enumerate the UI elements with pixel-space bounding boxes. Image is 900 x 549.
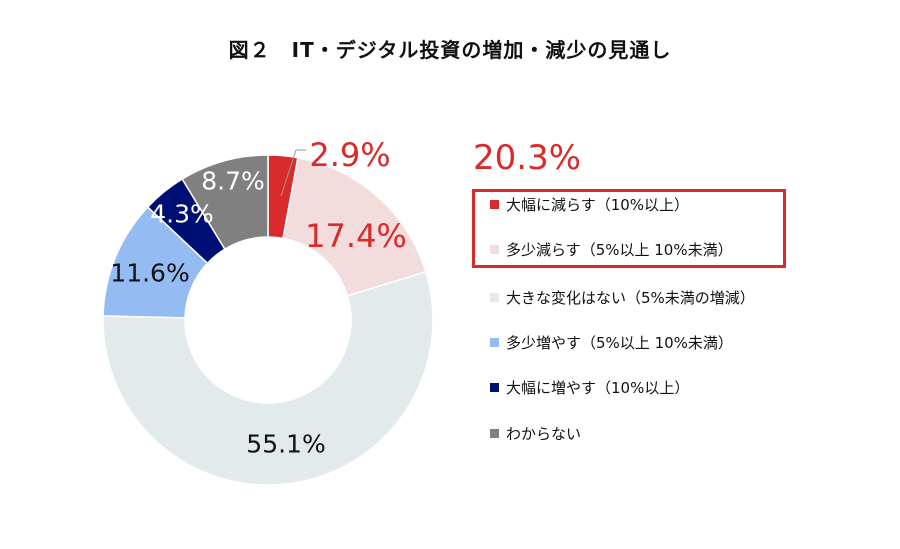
annotation-total: 20.3%	[472, 138, 582, 178]
donut-slice	[181, 154, 269, 251]
legend-label: 多少増やす（5%以上 10%未満）	[506, 334, 733, 352]
data-label: 4.3%	[150, 199, 214, 229]
data-label: 11.6%	[110, 258, 190, 288]
legend-label: 大幅に減らす（10%以上）	[506, 196, 690, 214]
legend-swatch	[490, 429, 499, 438]
legend-swatch	[490, 293, 499, 302]
legend-label: わからない	[506, 425, 582, 443]
donut-slice	[282, 156, 427, 297]
legend-item: 大幅に増やす（10%以上）	[490, 377, 689, 398]
legend-swatch	[490, 200, 499, 209]
data-label: 17.4%	[305, 217, 407, 255]
legend-swatch	[490, 338, 499, 347]
legend-item: 大幅に減らす（10%以上）	[490, 194, 689, 215]
legend-swatch	[490, 245, 499, 254]
legend-item: 多少増やす（5%以上 10%未満）	[490, 332, 733, 353]
highlight-box	[472, 189, 786, 268]
legend-swatch	[490, 383, 499, 392]
legend-label: 大幅に増やす（10%以上）	[506, 379, 690, 397]
legend-label: 多少減らす（5%以上 10%未満）	[506, 241, 733, 259]
legend-label: 大きな変化はない（5%未満の増減）	[506, 289, 755, 307]
legend-item: 大きな変化はない（5%未満の増減）	[490, 287, 755, 308]
data-label: 8.7%	[201, 166, 265, 196]
leader-line	[280, 149, 306, 197]
legend-item: わからない	[490, 423, 581, 444]
data-label: 2.9%	[309, 136, 391, 174]
chart-title: 図２ IT・デジタル投資の増加・減少の見通し	[228, 38, 672, 62]
donut-slice	[102, 271, 434, 486]
legend-item: 多少減らす（5%以上 10%未満）	[490, 239, 733, 260]
data-label: 55.1%	[246, 429, 326, 459]
